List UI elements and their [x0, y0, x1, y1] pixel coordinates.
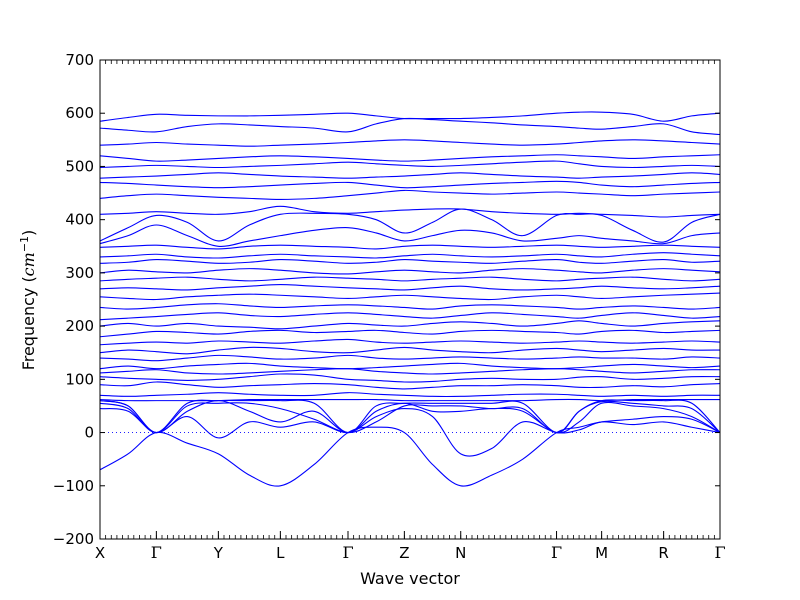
band-20: [100, 284, 720, 291]
band-1: [100, 416, 720, 487]
y-axis-title-prefix: Frequency (: [19, 276, 38, 370]
y-tick-label: 0: [84, 424, 94, 442]
y-tick-label: 300: [65, 264, 94, 282]
y-axis-ticks: −200 −100 0 100 200 300 400 500 600 700: [53, 51, 720, 548]
y-tick-label: 400: [65, 211, 94, 229]
y-tick-label: 600: [65, 104, 94, 122]
y-axis-title-unit: cm: [19, 252, 38, 276]
band-15: [100, 329, 720, 338]
x-tick-label: R: [658, 544, 668, 562]
band-10: [100, 368, 720, 375]
x-tick-label: Γ: [342, 543, 353, 562]
x-tick-label: M: [595, 544, 608, 562]
x-tick-label: Γ: [714, 543, 725, 562]
band-21: [100, 276, 720, 282]
y-tick-label: 500: [65, 157, 94, 175]
y-axis-title: Frequency (cm−1): [18, 230, 38, 371]
y-tick-label: −200: [53, 530, 94, 548]
band-33: [100, 154, 720, 162]
x-axis-title: Wave vector: [360, 569, 460, 588]
x-minor-ticks: [99, 60, 721, 539]
y-axis-title-exponent: −1: [18, 236, 31, 252]
band-29: [100, 189, 720, 200]
band-4: [100, 400, 720, 434]
band-6: [100, 398, 720, 402]
band-36: [100, 111, 720, 122]
x-tick-label: N: [455, 544, 466, 562]
band-32: [100, 160, 720, 169]
band-2: [100, 408, 720, 457]
band-28: [100, 205, 720, 218]
band-8: [100, 381, 720, 390]
dispersion-bands: [100, 111, 720, 487]
band-12: [100, 354, 720, 362]
y-tick-label: 700: [65, 51, 94, 69]
y-tick-label: −100: [53, 477, 94, 495]
band-17: [100, 312, 720, 321]
band-30: [100, 180, 720, 189]
band-7: [100, 392, 720, 398]
band-24: [100, 252, 720, 259]
x-tick-label: Γ: [551, 543, 562, 562]
band-31: [100, 172, 720, 179]
y-tick-label: 200: [65, 317, 94, 335]
band-3: [100, 400, 720, 434]
band-19: [100, 292, 720, 301]
band-9: [100, 373, 720, 383]
band-34: [100, 139, 720, 147]
y-axis-title-suffix: ): [19, 230, 38, 236]
band-26: [100, 224, 720, 247]
band-22: [100, 268, 720, 275]
x-tick-label: Γ: [151, 543, 162, 562]
band-11: [100, 362, 720, 370]
x-tick-label: X: [95, 544, 105, 562]
x-tick-label: Y: [213, 544, 224, 562]
band-27: [100, 208, 720, 243]
y-tick-label: 100: [65, 370, 94, 388]
band-18: [100, 303, 720, 310]
plot-frame: [99, 59, 721, 540]
band-25: [100, 244, 720, 250]
band-13: [100, 346, 720, 355]
plot-background: [100, 60, 720, 539]
band-23: [100, 259, 720, 264]
band-14: [100, 338, 720, 346]
band-16: [100, 320, 720, 330]
x-tick-label: L: [276, 544, 285, 562]
x-tick-label: Z: [399, 544, 409, 562]
